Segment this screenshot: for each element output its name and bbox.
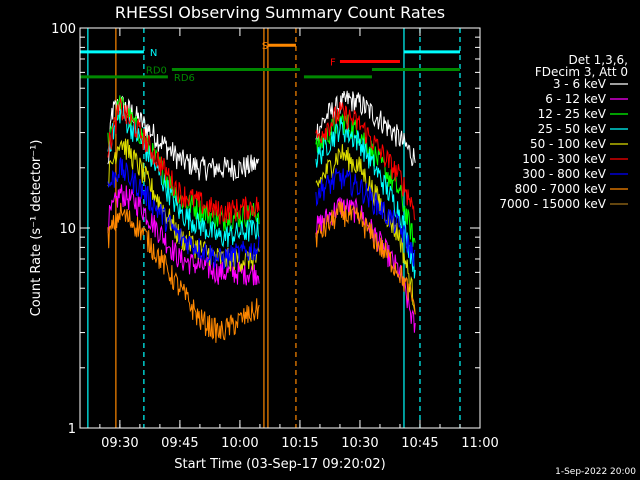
x-tick-label-5: 10:45 [401, 436, 438, 451]
legend-entry-2: 12 - 25 keV [538, 107, 607, 121]
legend-entry-6: 300 - 800 keV [522, 167, 606, 181]
series-5-line [107, 98, 416, 225]
legend-entry-3: 25 - 50 keV [538, 122, 607, 136]
y-tick-label-1: 10 [59, 222, 76, 237]
y-tick-label-2: 100 [51, 22, 76, 37]
legend-header-1: FDecim 3, Att 0 [535, 65, 628, 79]
x-tick-label-2: 10:00 [221, 436, 258, 451]
legend-entry-7: 800 - 7000 keV [515, 182, 607, 196]
legend-entry-4: 50 - 100 keV [530, 137, 607, 151]
series-layer [107, 90, 416, 343]
x-tick-label-6: 11:00 [461, 436, 498, 451]
series-6-line [107, 157, 416, 270]
flag-label-rd6: RD6 [174, 73, 195, 84]
x-axis-label: Start Time (03-Sep-17 09:20:02) [174, 457, 385, 472]
flag-label-rd0: RD0 [146, 66, 167, 77]
x-tick-label-4: 10:30 [341, 436, 378, 451]
legend-entry-1: 6 - 12 keV [545, 92, 607, 106]
chart-title: RHESSI Observing Summary Count Rates [115, 3, 445, 22]
flag-label-f: F [330, 57, 336, 68]
legend-header-0: Det 1,3,6, [569, 53, 629, 67]
y-ticks: 1 10 100 [51, 22, 480, 437]
legend-entry-8: 7000 - 15000 keV [499, 197, 606, 211]
series-7-line [107, 200, 416, 343]
y-axis-label: Count Rate (s⁻¹ detector⁻¹) [29, 140, 44, 317]
footer-date: 1-Sep-2022 20:00 [555, 467, 636, 477]
y-tick-label-0: 1 [68, 422, 76, 437]
legend-entry-0: 3 - 6 keV [553, 77, 607, 91]
vertical-markers [87, 28, 461, 428]
flag-label-n: N [150, 48, 157, 59]
flag-bars: N S F RD0 RD6 [80, 41, 460, 84]
x-tick-label-1: 09:45 [161, 436, 198, 451]
x-tick-label-0: 09:30 [101, 436, 138, 451]
x-ticks: 09:30 09:45 10:00 10:15 10:30 10:45 11:00 [99, 28, 499, 451]
flag-label-s: S [262, 41, 268, 52]
legend-entry-5: 100 - 300 keV [522, 152, 606, 166]
x-tick-label-3: 10:15 [281, 436, 318, 451]
